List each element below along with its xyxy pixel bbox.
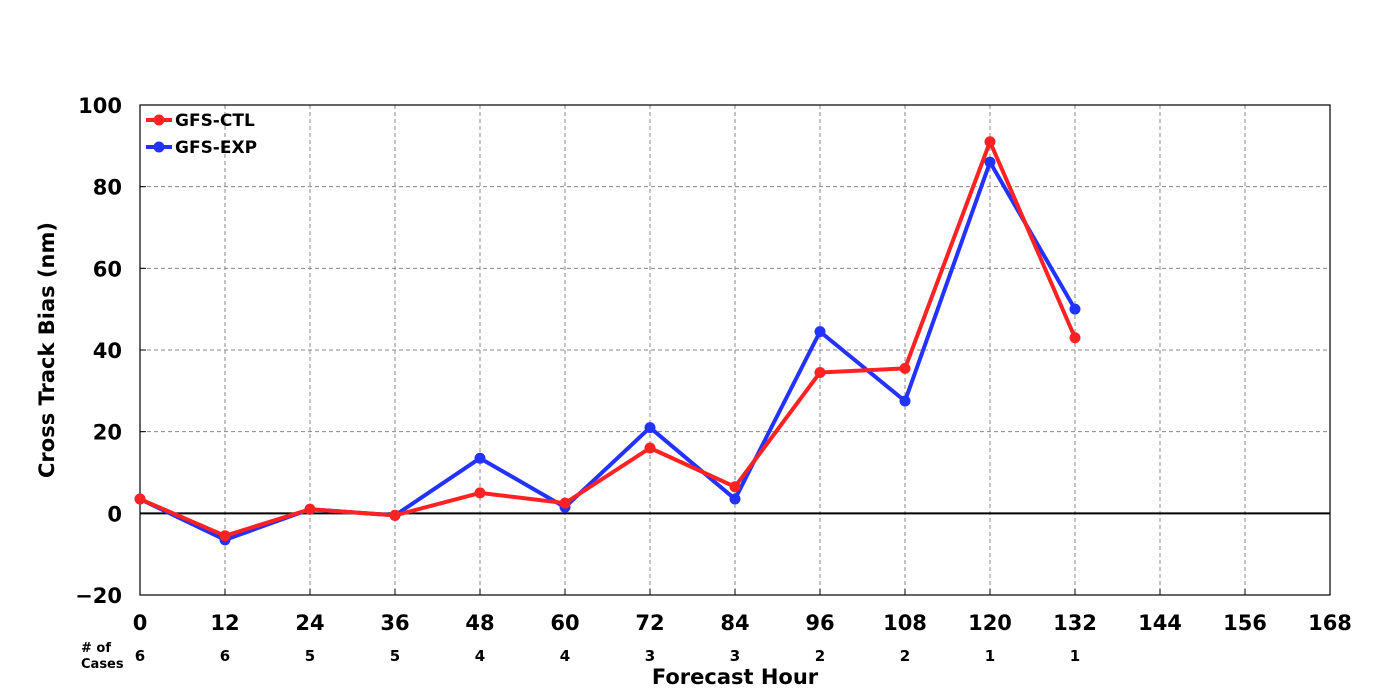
case-count: 4	[475, 647, 485, 665]
data-point	[1069, 303, 1081, 315]
data-point	[1069, 332, 1081, 344]
x-axis-title: Forecast Hour	[652, 665, 819, 689]
y-tick-label: 0	[107, 502, 122, 526]
data-point	[984, 136, 996, 148]
x-tick-label: 24	[295, 611, 324, 635]
x-tick-label: 60	[550, 611, 579, 635]
x-tick-label: 156	[1223, 611, 1267, 635]
tick-labels: 0 12 24 36 48 60 72 84 96 108 120 132 144 156 168 −20 0 2…	[75, 94, 1352, 635]
x-tick-label: 48	[465, 611, 494, 635]
data-point	[984, 156, 996, 168]
data-point	[219, 530, 231, 542]
series-line	[139, 160, 1077, 542]
case-count: 2	[815, 647, 825, 665]
x-tick-label: 0	[133, 611, 148, 635]
data-point	[134, 493, 146, 505]
y-tick-label: 100	[78, 94, 122, 118]
y-axis-title: Cross Track Bias (nm)	[35, 222, 59, 478]
legend-label: GFS-EXP	[175, 138, 257, 158]
x-tick-label: 12	[210, 611, 239, 635]
data-point	[899, 362, 911, 374]
x-tick-label: 84	[720, 611, 749, 635]
x-tick-label: 36	[380, 611, 409, 635]
cases-header-line1: # of	[81, 641, 111, 656]
x-tick-label: 108	[883, 611, 927, 635]
x-tick-label: 120	[968, 611, 1012, 635]
case-count: 3	[645, 647, 655, 665]
case-count: 3	[730, 647, 740, 665]
legend-item: GFS-EXP	[146, 138, 257, 158]
legend: GFS-CTL GFS-EXP	[146, 111, 257, 158]
y-tick-label: 40	[93, 339, 122, 363]
case-count: 5	[390, 647, 400, 665]
case-count: 1	[1070, 647, 1080, 665]
x-tick-label: 72	[635, 611, 664, 635]
case-count: 1	[985, 647, 995, 665]
data-point	[729, 493, 741, 505]
case-count: 6	[220, 647, 230, 665]
case-count: 5	[305, 647, 315, 665]
series-gfs-exp	[134, 156, 1081, 546]
x-tick-label: 168	[1308, 611, 1352, 635]
case-count: 6	[135, 647, 145, 665]
series-line	[139, 139, 1077, 538]
data-point	[729, 481, 741, 493]
legend-swatch-marker	[153, 141, 165, 153]
data-series	[134, 136, 1081, 546]
x-tick-label: 96	[805, 611, 834, 635]
series-gfs-ctl	[134, 136, 1081, 542]
case-count: 2	[900, 647, 910, 665]
y-tick-label: 80	[93, 176, 122, 200]
data-point	[559, 497, 571, 509]
data-point	[474, 487, 486, 499]
data-point	[814, 366, 826, 378]
data-point	[474, 452, 486, 464]
data-point	[304, 503, 316, 515]
data-point	[814, 326, 826, 338]
y-tick-label: −20	[75, 584, 122, 608]
data-point	[644, 422, 656, 434]
data-point	[899, 395, 911, 407]
grid-lines	[140, 105, 1330, 595]
y-tick-label: 20	[93, 421, 122, 445]
legend-swatch-marker	[153, 114, 165, 126]
data-point	[389, 509, 401, 521]
x-tick-label: 144	[1138, 611, 1182, 635]
cases-header-line2: Cases	[81, 657, 124, 672]
legend-item: GFS-CTL	[146, 111, 255, 131]
x-tick-label: 132	[1053, 611, 1097, 635]
case-count: 4	[560, 647, 570, 665]
legend-label: GFS-CTL	[175, 111, 255, 131]
y-tick-label: 60	[93, 257, 122, 281]
data-point	[644, 442, 656, 454]
